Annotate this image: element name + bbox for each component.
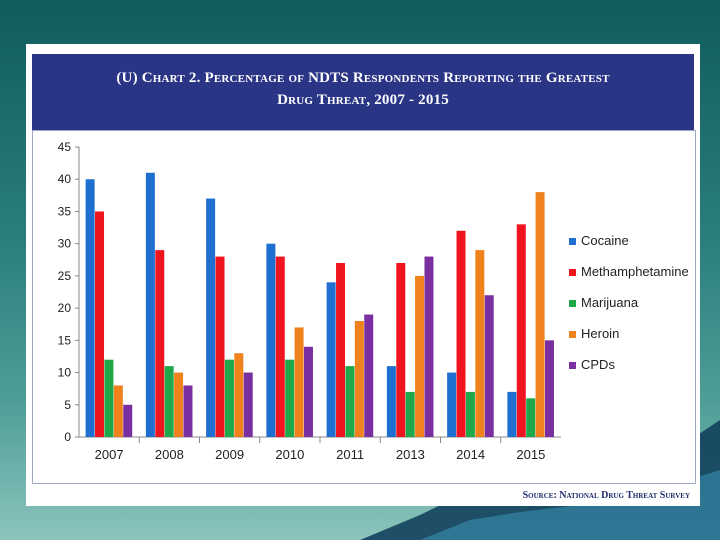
x-tick-label: 2015 xyxy=(516,447,545,462)
bar-cpds-2009 xyxy=(243,372,253,437)
x-tick-label: 2011 xyxy=(336,447,364,462)
y-tick-label: 0 xyxy=(64,430,71,444)
bar-cocaine-2007 xyxy=(85,179,95,437)
bar-cocaine-2014 xyxy=(447,372,457,437)
bar-methamphetamine-2009 xyxy=(215,256,225,437)
bar-cocaine-2015 xyxy=(507,391,517,437)
bar-cocaine-2010 xyxy=(266,243,276,437)
bar-methamphetamine-2008 xyxy=(155,250,165,437)
chart-frame: 0 5 10 15 20 25 30 35 40 45 2007 2008 2009 2010 2011 2… xyxy=(32,130,696,484)
bar-marijuana-2015 xyxy=(526,398,536,437)
y-tick-label: 10 xyxy=(58,366,72,380)
bar-heroin-2009 xyxy=(234,353,244,437)
bar-marijuana-2008 xyxy=(164,366,174,437)
bar-cpds-2014 xyxy=(484,295,494,437)
bar-heroin-2008 xyxy=(174,372,184,437)
legend-swatch-marijuana xyxy=(569,300,576,307)
bar-heroin-2015 xyxy=(535,192,545,437)
bar-group xyxy=(85,172,554,437)
legend-swatch-heroin xyxy=(569,331,576,338)
x-axis-ticks: 2007 2008 2009 2010 2011 2013 2014 2015 xyxy=(95,437,545,462)
legend-label-cocaine: Cocaine xyxy=(581,233,629,248)
y-tick-label: 40 xyxy=(58,172,72,186)
y-tick-label: 35 xyxy=(58,204,72,218)
bar-cocaine-2011 xyxy=(326,282,336,437)
legend-label-methamphetamine: Methamphetamine xyxy=(581,264,689,279)
legend: Cocaine Methamphetamine Marijuana Heroin CPD… xyxy=(569,233,689,372)
bar-marijuana-2009 xyxy=(224,359,234,437)
bar-marijuana-2011 xyxy=(345,366,355,437)
source-note: Source: National Drug Threat Survey xyxy=(522,490,690,501)
bar-marijuana-2010 xyxy=(285,359,295,437)
bar-heroin-2011 xyxy=(354,321,364,437)
bar-cpds-2015 xyxy=(544,340,554,437)
chart-title-line-2: Drug Threat, 2007 - 2015 xyxy=(277,92,449,108)
bar-cpds-2013 xyxy=(424,256,434,437)
bar-marijuana-2013 xyxy=(405,391,415,437)
bar-cpds-2007 xyxy=(123,404,133,437)
bar-heroin-2007 xyxy=(113,385,123,437)
x-tick-label: 2014 xyxy=(456,447,485,462)
bar-methamphetamine-2010 xyxy=(275,256,285,437)
legend-swatch-methamphetamine xyxy=(569,269,576,276)
x-tick-label: 2007 xyxy=(95,447,124,462)
legend-label-marijuana: Marijuana xyxy=(581,295,639,310)
title-bar: (U) Chart 2. Percentage of NDTS Responde… xyxy=(32,54,694,130)
bar-cocaine-2008 xyxy=(145,172,155,437)
x-tick-label: 2010 xyxy=(275,447,304,462)
bar-cpds-2010 xyxy=(303,346,313,437)
bar-heroin-2013 xyxy=(415,275,425,437)
bar-methamphetamine-2014 xyxy=(456,230,466,437)
x-tick-label: 2009 xyxy=(215,447,244,462)
bar-cocaine-2013 xyxy=(386,366,396,437)
y-tick-label: 25 xyxy=(58,269,72,283)
bar-heroin-2014 xyxy=(475,250,485,437)
bar-methamphetamine-2015 xyxy=(516,224,526,437)
legend-swatch-cpds xyxy=(569,362,576,369)
y-tick-label: 45 xyxy=(58,140,72,154)
chart-title-line-1: (U) Chart 2. Percentage of NDTS Responde… xyxy=(116,70,610,86)
legend-label-cpds: CPDs xyxy=(581,357,615,372)
y-tick-label: 15 xyxy=(58,333,72,347)
bar-heroin-2010 xyxy=(294,327,304,437)
x-tick-label: 2013 xyxy=(396,447,425,462)
bar-cocaine-2009 xyxy=(206,198,216,437)
y-tick-label: 20 xyxy=(58,301,72,315)
y-tick-label: 5 xyxy=(64,398,71,412)
bar-marijuana-2014 xyxy=(465,391,475,437)
bar-methamphetamine-2007 xyxy=(95,211,105,437)
legend-label-heroin: Heroin xyxy=(581,326,619,341)
y-axis-ticks: 0 5 10 15 20 25 30 35 40 45 xyxy=(58,140,79,444)
bar-methamphetamine-2011 xyxy=(336,263,346,437)
bar-cpds-2008 xyxy=(183,385,193,437)
bar-cpds-2011 xyxy=(364,314,374,437)
y-tick-label: 30 xyxy=(58,237,72,251)
bar-methamphetamine-2013 xyxy=(396,263,406,437)
legend-swatch-cocaine xyxy=(569,238,576,245)
slide-card: (U) Chart 2. Percentage of NDTS Responde… xyxy=(26,44,700,506)
bar-marijuana-2007 xyxy=(104,359,114,437)
x-tick-label: 2008 xyxy=(155,447,184,462)
